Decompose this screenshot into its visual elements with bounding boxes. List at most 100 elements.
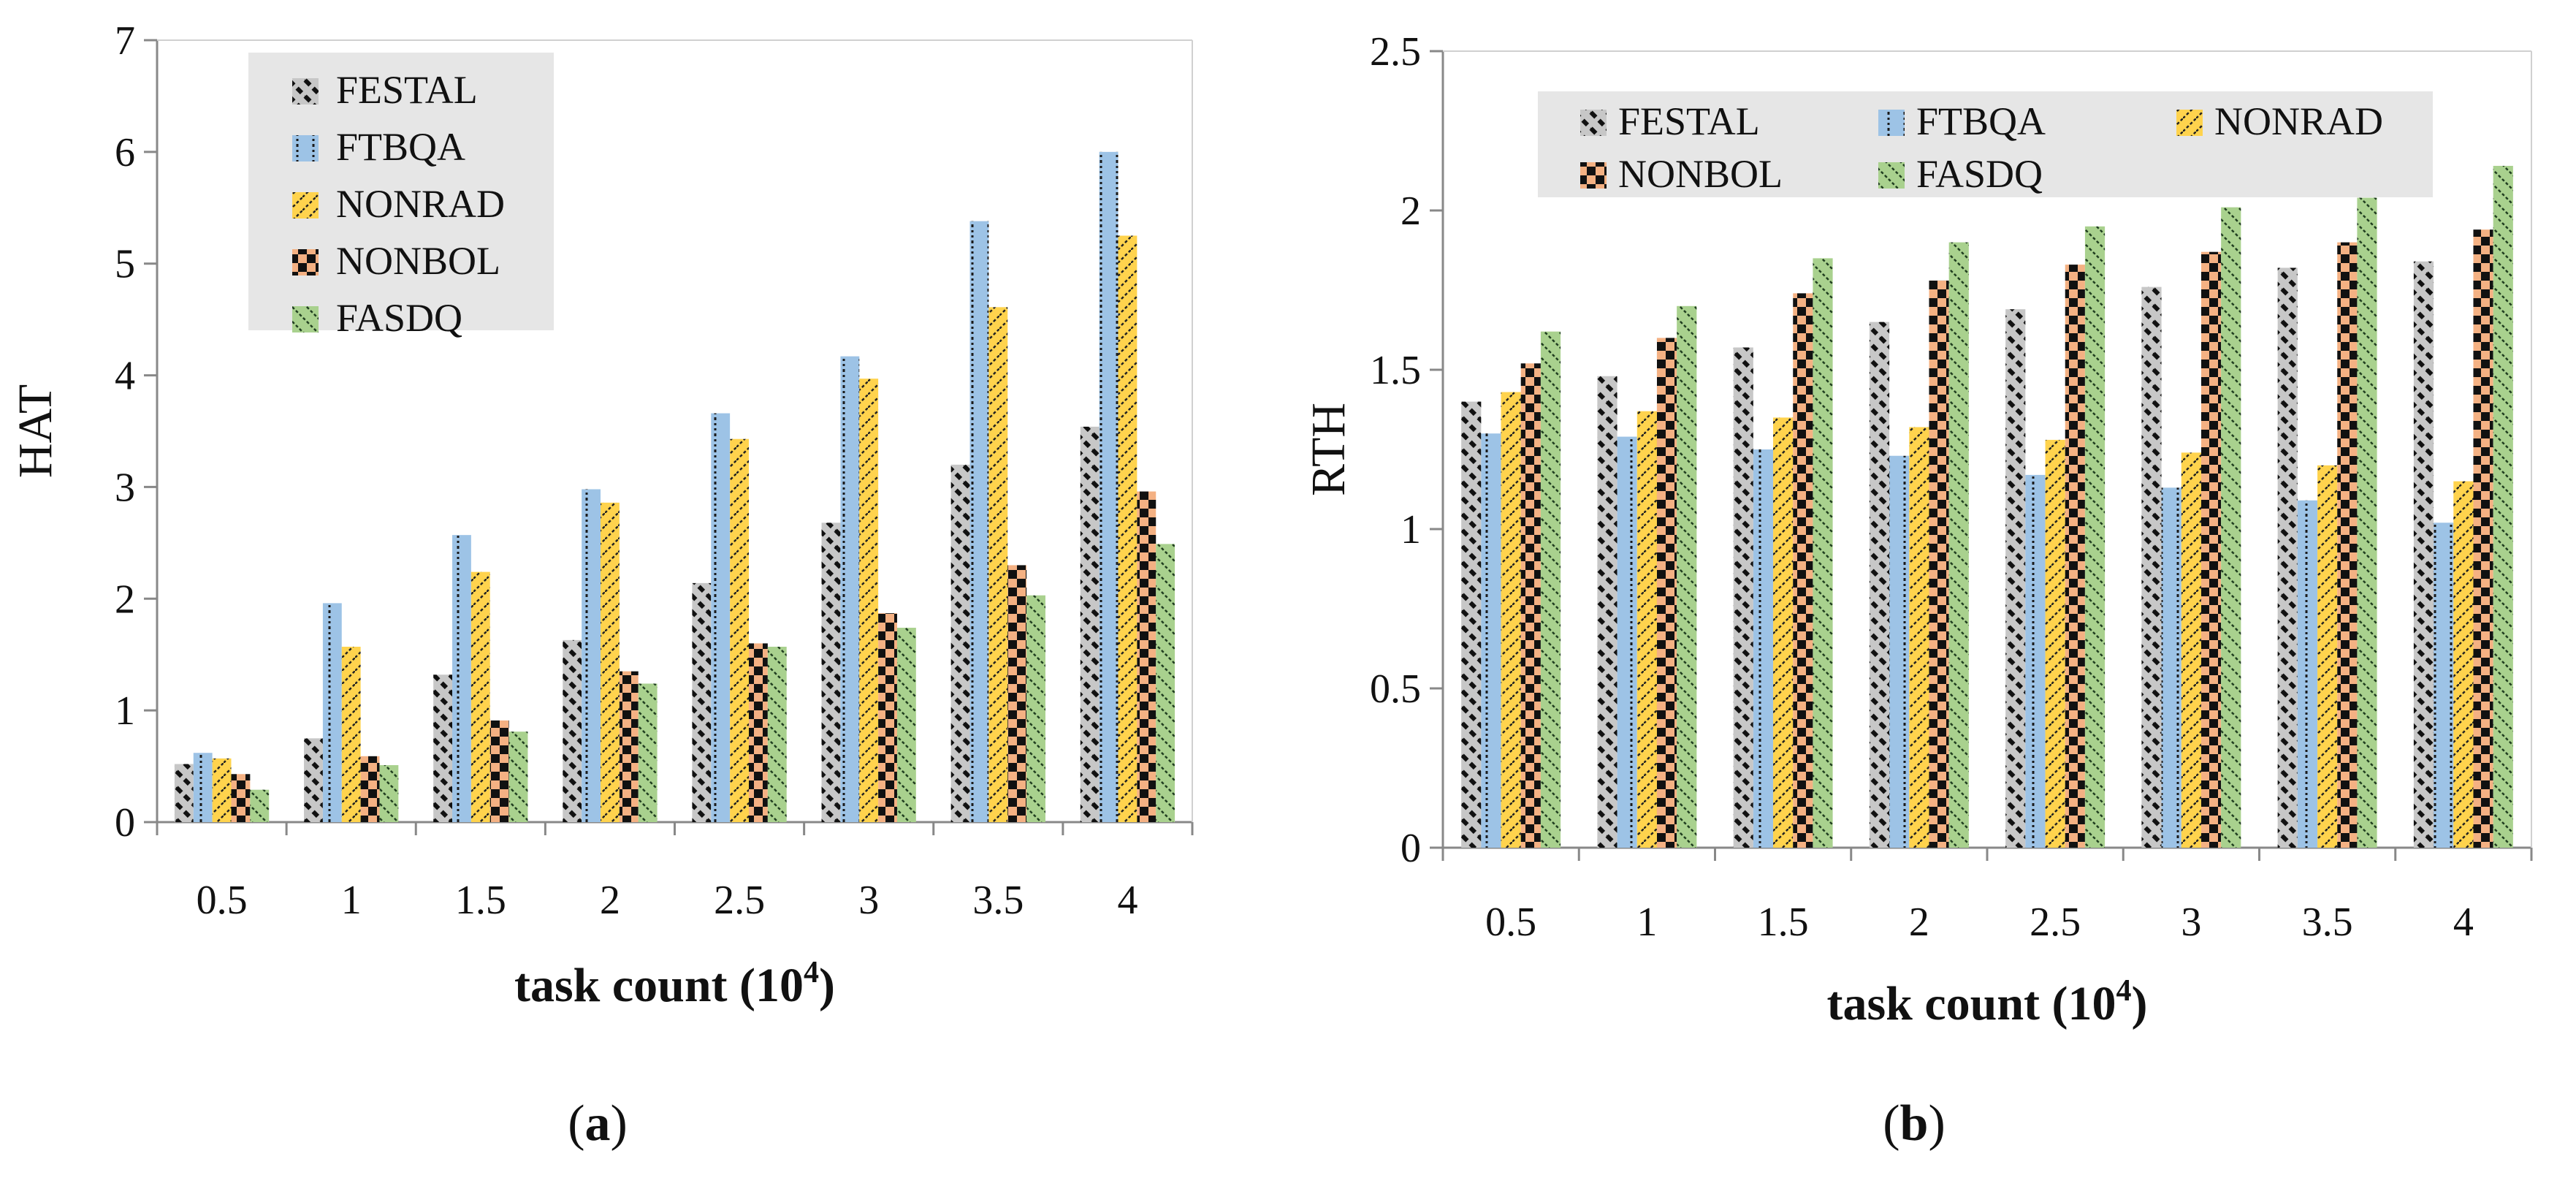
bar-fasdq-3.5 <box>2357 197 2377 848</box>
y-tick-label: 3 <box>115 465 135 510</box>
bar-ftbqa-3.5 <box>2297 500 2318 848</box>
bar-ftbqa-1 <box>322 603 342 822</box>
bar-festal-1.5 <box>433 674 453 822</box>
bar-ftbqa-0.5 <box>193 753 213 822</box>
bar-nonrad-4 <box>2453 481 2474 848</box>
bar-fasdq-4 <box>1156 544 1175 822</box>
bar-festal-1 <box>1597 376 1617 848</box>
bar-festal-2.5 <box>2005 309 2026 848</box>
x-axis-title-end: ) <box>2132 977 2148 1030</box>
bar-ftbqa-2 <box>582 489 601 822</box>
legend-swatch-nonrad <box>292 192 319 218</box>
bar-fasdq-4 <box>2493 165 2513 848</box>
x-tick-label: 2 <box>1909 900 1929 945</box>
bar-festal-2 <box>563 639 582 822</box>
y-tick-label: 0 <box>115 800 135 846</box>
bar-festal-0.5 <box>174 764 194 822</box>
x-axis-title-text: task count (10 <box>514 959 804 1012</box>
y-axis-title: HAT <box>9 384 62 478</box>
y-tick-label: 2 <box>1401 189 1421 234</box>
legend-swatch-nonbol <box>1580 162 1607 189</box>
bar-fasdq-3.5 <box>1026 595 1045 822</box>
bar-nonrad-2 <box>1909 427 1929 848</box>
x-axis-title-sup: 4 <box>804 956 819 989</box>
bar-nonrad-1 <box>1636 411 1657 848</box>
x-tick-label: 0.5 <box>197 878 248 923</box>
x-tick-label: 3 <box>2181 900 2201 945</box>
bar-ftbqa-2.5 <box>2025 474 2046 848</box>
y-tick-label: 2.5 <box>1370 29 1421 75</box>
y-tick-label: 0.5 <box>1370 666 1421 712</box>
bar-ftbqa-4 <box>1099 151 1119 822</box>
bar-nonrad-0.5 <box>212 758 232 822</box>
bar-fasdq-2 <box>638 683 658 822</box>
bar-fasdq-0.5 <box>250 789 270 822</box>
y-tick-label: 6 <box>115 130 135 175</box>
y-tick-label: 2 <box>115 577 135 622</box>
y-tick-label: 0 <box>1401 826 1421 871</box>
legend-label-ftbqa: FTBQA <box>1916 99 2046 143</box>
x-axis-title-sup: 4 <box>2116 974 2132 1008</box>
legend-swatch-nonbol <box>292 249 319 276</box>
y-tick-label: 5 <box>115 242 135 287</box>
x-tick-label: 1 <box>1636 900 1657 945</box>
bar-ftbqa-2 <box>1889 455 1910 848</box>
y-tick-label: 7 <box>115 18 135 64</box>
x-tick-label: 0.5 <box>1485 900 1536 945</box>
bar-nonrad-4 <box>1118 235 1138 822</box>
bar-nonbol-3.5 <box>2337 242 2358 848</box>
bar-nonbol-3 <box>2200 251 2222 848</box>
x-axis-title: task count (104) <box>1826 974 2147 1030</box>
bar-nonrad-2.5 <box>2045 439 2065 848</box>
bar-fasdq-1.5 <box>508 732 528 822</box>
x-tick-label: 3 <box>858 878 879 923</box>
bar-festal-4 <box>1080 426 1100 822</box>
y-tick-label: 1.5 <box>1370 348 1421 393</box>
bar-festal-1 <box>304 738 323 822</box>
legend-label-festal: FESTAL <box>336 68 478 112</box>
bar-festal-1.5 <box>1733 347 1753 848</box>
bar-nonbol-4 <box>1137 491 1156 822</box>
legend: FESTAL FTBQA NONRAD NONBOL FASDQ <box>1538 91 2433 197</box>
bar-nonbol-2.5 <box>2065 265 2085 848</box>
bar-nonrad-2 <box>601 502 620 822</box>
legend-label-nonrad: NONRAD <box>2214 99 2383 143</box>
bar-ftbqa-4 <box>2434 522 2454 848</box>
bar-nonbol-3 <box>878 613 897 822</box>
legend-swatch-ftbqa <box>1878 110 1905 136</box>
bar-nonrad-3 <box>859 379 879 822</box>
bar-nonrad-2.5 <box>730 438 749 822</box>
panel-label-a: (a) <box>568 1095 628 1152</box>
bar-fasdq-0.5 <box>1540 331 1561 848</box>
x-tick-label: 2 <box>600 878 620 923</box>
legend-swatch-fasdq <box>1878 162 1905 189</box>
legend-swatch-festal <box>292 78 319 104</box>
bar-nonbol-2 <box>1929 280 1949 848</box>
x-tick-label: 1.5 <box>1758 900 1809 945</box>
panel-label-a-letter: a <box>585 1095 611 1152</box>
x-tick-label: 2.5 <box>2030 900 2081 945</box>
bar-festal-3 <box>821 522 841 822</box>
bar-nonbol-1 <box>360 756 380 822</box>
bar-nonbol-1.5 <box>489 720 509 822</box>
y-tick-label: 1 <box>1401 507 1421 552</box>
bar-nonrad-1.5 <box>1773 417 1794 848</box>
x-tick-label: 3.5 <box>972 878 1024 923</box>
bar-nonbol-4 <box>2473 229 2493 848</box>
x-axis-title-text: task count (10 <box>1826 977 2116 1030</box>
x-tick-label: 2.5 <box>714 878 765 923</box>
bar-nonrad-1.5 <box>470 571 490 822</box>
bar-ftbqa-1.5 <box>1753 449 1774 848</box>
bar-fasdq-2.5 <box>2084 226 2106 848</box>
y-tick-label: 1 <box>115 688 135 734</box>
y-axis-title: RTH <box>1302 403 1355 496</box>
bar-nonbol-1.5 <box>1793 293 1813 848</box>
panel-label-b: (b) <box>1883 1095 1946 1152</box>
bar-fasdq-3 <box>896 628 916 822</box>
bar-fasdq-2.5 <box>767 647 787 822</box>
bar-nonrad-1 <box>341 647 361 822</box>
legend-label-festal: FESTAL <box>1618 99 1760 143</box>
x-tick-label: 4 <box>1117 878 1138 923</box>
legend: FESTAL FTBQA NONRAD NONBOL FASDQ <box>248 53 554 340</box>
bar-ftbqa-0.5 <box>1481 433 1501 848</box>
